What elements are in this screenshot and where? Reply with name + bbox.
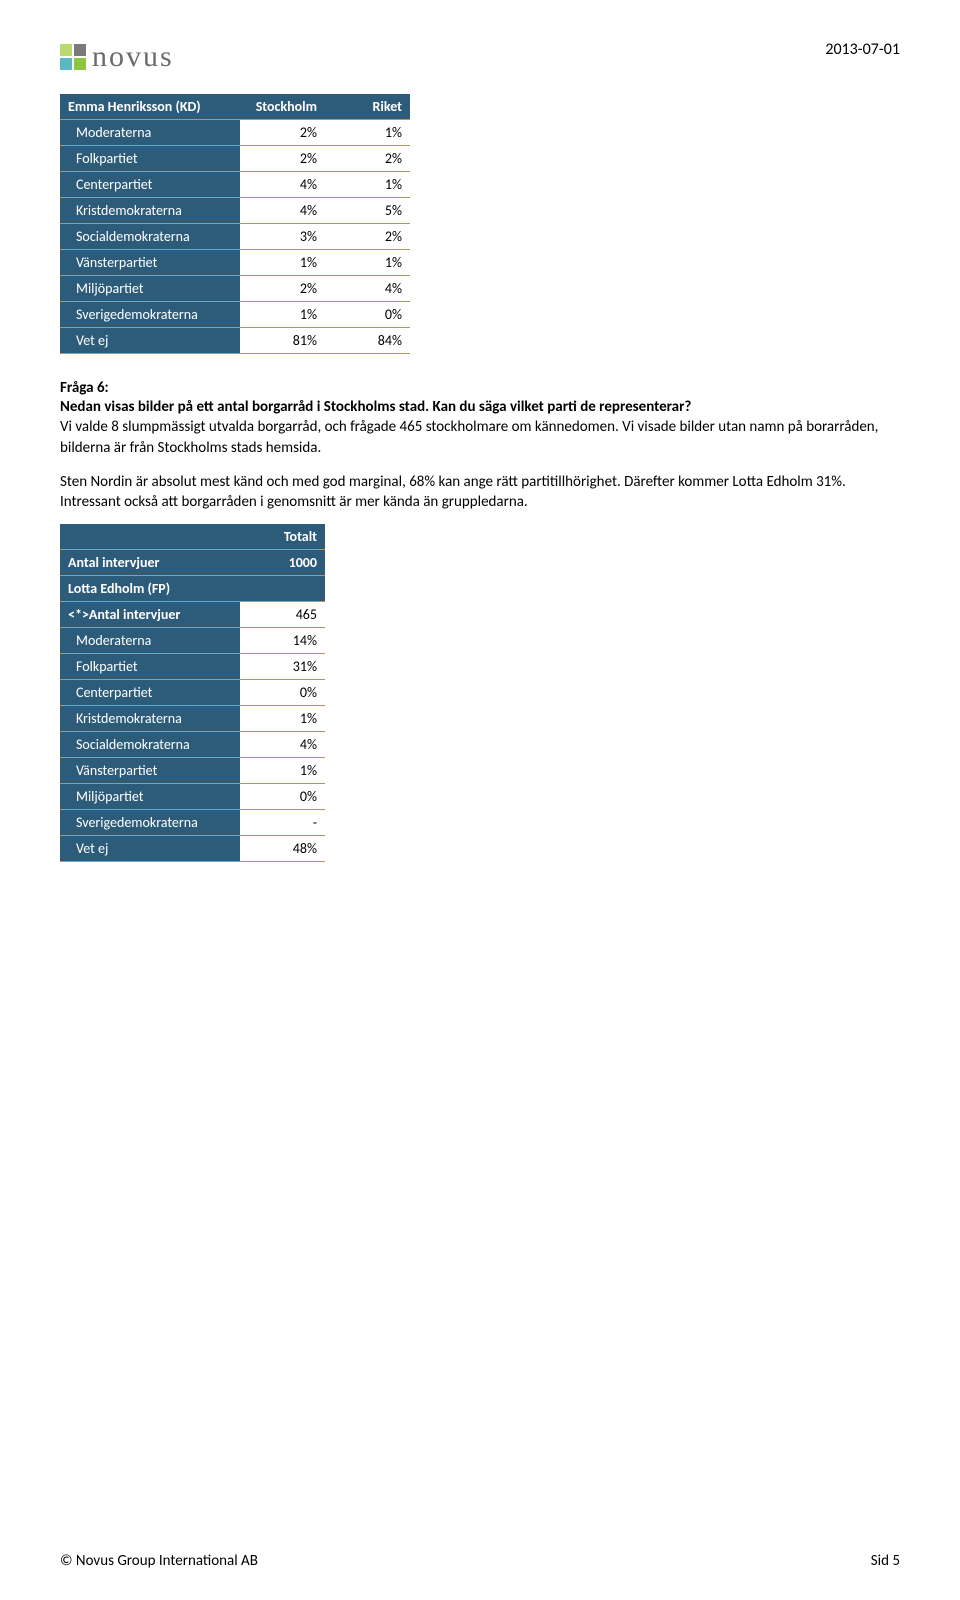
question-prompt: Nedan visas bilder på ett antal borgarrå… — [60, 397, 900, 417]
cell: 81% — [240, 328, 325, 354]
cell: 4% — [240, 198, 325, 224]
cell: 0% — [325, 302, 410, 328]
cell: 1% — [240, 706, 325, 732]
cell: 4% — [240, 172, 325, 198]
row-label: Sverigedemokraterna — [60, 810, 240, 836]
logo: novus — [60, 40, 174, 74]
cell: 2% — [240, 276, 325, 302]
row-label: Vet ej — [60, 328, 240, 354]
cell: 2% — [325, 146, 410, 172]
cell: 2% — [240, 146, 325, 172]
cell: 2% — [240, 120, 325, 146]
row-label: Antal intervjuer — [60, 550, 240, 576]
row-label: Moderaterna — [60, 120, 240, 146]
cell: 5% — [325, 198, 410, 224]
page-footer: © Novus Group International AB Sid 5 — [60, 1552, 900, 1570]
cell: 84% — [325, 328, 410, 354]
row-label: Miljöpartiet — [60, 276, 240, 302]
cell: 1% — [325, 172, 410, 198]
row-label: Folkpartiet — [60, 146, 240, 172]
row-label: Lotta Edholm (FP) — [60, 576, 240, 602]
row-label: Socialdemokraterna — [60, 732, 240, 758]
footer-copyright: © Novus Group International AB — [60, 1552, 258, 1570]
document-date: 2013-07-01 — [825, 40, 900, 59]
cell: 465 — [240, 602, 325, 628]
question-6: Fråga 6: Nedan visas bilder på ett antal… — [60, 379, 900, 512]
row-label: Miljöpartiet — [60, 784, 240, 810]
cell: 2% — [325, 224, 410, 250]
page-header: novus 2013-07-01 — [60, 40, 900, 74]
table-emma-henriksson: Emma Henriksson (KD) Stockholm Riket Mod… — [60, 94, 410, 354]
cell: 1000 — [240, 550, 325, 576]
cell: 4% — [240, 732, 325, 758]
row-label: Socialdemokraterna — [60, 224, 240, 250]
row-label: Centerpartiet — [60, 680, 240, 706]
row-label: Folkpartiet — [60, 654, 240, 680]
footer-page-number: Sid 5 — [871, 1552, 900, 1570]
question-body: Vi valde 8 slumpmässigt utvalda borgarrå… — [60, 417, 900, 458]
row-label: Vänsterpartiet — [60, 758, 240, 784]
cell: 48% — [240, 836, 325, 862]
col-riket: Riket — [325, 94, 410, 120]
cell: 4% — [325, 276, 410, 302]
row-label: Kristdemokraterna — [60, 198, 240, 224]
table1-title: Emma Henriksson (KD) — [60, 94, 240, 120]
question-body: Intressant också att borgarråden i genom… — [60, 492, 900, 512]
cell: 1% — [240, 250, 325, 276]
question-title: Fråga 6: — [60, 379, 900, 397]
cell: 1% — [240, 758, 325, 784]
col-stockholm: Stockholm — [240, 94, 325, 120]
row-label: Kristdemokraterna — [60, 706, 240, 732]
question-body: Sten Nordin är absolut mest känd och med… — [60, 472, 900, 492]
row-label: Vänsterpartiet — [60, 250, 240, 276]
cell: - — [240, 810, 325, 836]
cell: 1% — [325, 120, 410, 146]
cell: 0% — [240, 680, 325, 706]
cell — [240, 576, 325, 602]
cell: 0% — [240, 784, 325, 810]
cell: 3% — [240, 224, 325, 250]
cell: 31% — [240, 654, 325, 680]
cell: 1% — [325, 250, 410, 276]
cell: 14% — [240, 628, 325, 654]
row-label: Moderaterna — [60, 628, 240, 654]
col-totalt: Totalt — [240, 524, 325, 550]
row-label: Centerpartiet — [60, 172, 240, 198]
cell: 1% — [240, 302, 325, 328]
table-lotta-edholm: Totalt Antal intervjuer1000 Lotta Edholm… — [60, 524, 325, 862]
logo-text: novus — [92, 40, 174, 74]
row-label: Sverigedemokraterna — [60, 302, 240, 328]
logo-icon — [60, 44, 86, 70]
row-label: <*>Antal intervjuer — [60, 602, 240, 628]
blank-header — [60, 524, 240, 550]
row-label: Vet ej — [60, 836, 240, 862]
